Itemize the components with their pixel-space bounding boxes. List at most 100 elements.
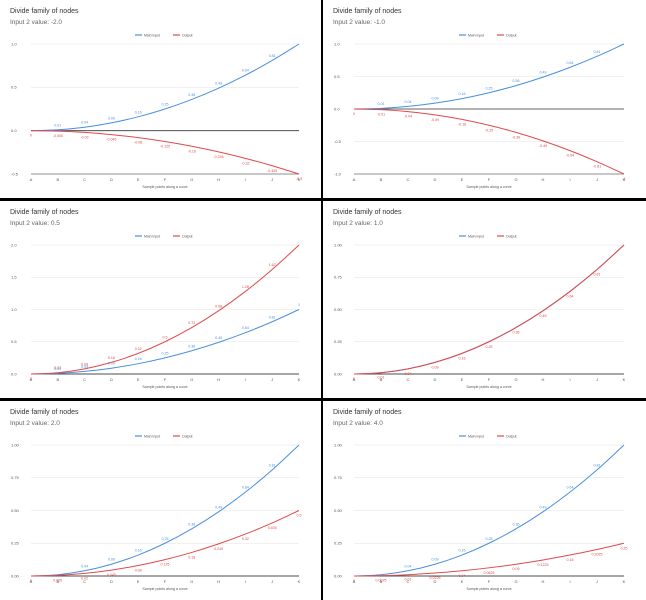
x-tick-label: G [190,377,193,382]
data-label: -0.04 [404,115,412,119]
chart-panel: Divide family of nodes Input 2 value: -1… [323,0,646,198]
y-tick-label: 0.00 [334,371,343,376]
legend-label: Output [182,434,193,438]
x-tick-label: F [488,177,491,182]
x-tick-label: J [596,579,598,584]
x-tick-label: D [110,177,113,182]
data-label: 0.405 [268,526,277,530]
data-label: 0.0225 [430,576,441,580]
data-label: 0.36 [513,522,520,526]
data-label: 0.09 [513,567,520,571]
x-axis-title: Sample points along a curve [466,385,511,389]
y-tick-label: 0.0 [11,371,17,376]
x-tick-label: C [407,177,410,182]
x-tick-label: I [245,377,246,382]
data-label: -0.25 [485,128,493,132]
series-line [353,108,625,175]
panel-subtitle: Input 2 value: -1.0 [333,19,386,26]
data-label: 0.36 [513,79,520,83]
data-label: -0.045 [106,138,116,142]
data-label: 0.125 [161,563,170,567]
data-label: -0.01 [377,113,385,117]
x-tick-label: G [514,377,517,382]
x-tick-label: A [353,177,356,182]
legend-label: Output [506,234,517,238]
panel-title: Divide family of nodes [10,8,79,15]
data-label: -0.16 [458,122,466,126]
data-label: 0.0625 [484,571,495,575]
data-label: -0.32 [241,161,249,165]
y-tick-label: 0.5 [11,85,17,90]
data-label: 0.25 [162,351,169,355]
x-tick-label: K [623,579,626,584]
y-tick-label: 0.25 [11,541,20,546]
data-label: 0.09 [432,365,439,369]
data-label: 0.25 [621,546,628,550]
x-tick-label: F [164,377,167,382]
data-label: 0.04 [81,121,88,125]
data-label: 0.25 [162,537,169,541]
x-tick-label: D [434,579,437,584]
x-tick-label: K [298,177,301,182]
x-tick-label: K [623,377,626,382]
data-label: 0.49 [215,505,222,509]
y-tick-label: 1.0 [11,41,17,46]
y-tick-label: 1.00 [334,442,343,447]
x-tick-label: B [56,579,59,584]
data-label: 0.25 [486,537,493,541]
y-tick-label: 0.00 [334,573,343,578]
data-label: 0.64 [242,69,249,73]
data-label: 0.49 [215,82,222,86]
data-label: 0.32 [135,347,142,351]
x-tick-label: I [245,177,246,182]
x-tick-label: F [488,579,491,584]
chart-panel: Divide family of nodes Input 2 value: -2… [0,0,321,198]
x-tick-label: A [30,579,33,584]
y-tick-label: 0.75 [11,475,20,480]
data-label: 0 [353,112,355,116]
x-tick-label: F [164,579,167,584]
data-label: 0.5 [163,335,168,339]
series-line [30,130,300,175]
data-label: 0.32 [242,537,249,541]
x-tick-label: J [596,177,598,182]
data-label: 1.28 [242,285,249,289]
legend-label: Output [182,33,193,37]
data-label: 0.16 [135,549,142,553]
data-label: 0.49 [540,71,547,75]
panel-title: Divide family of nodes [10,409,79,416]
legend-label: Main input [468,434,484,438]
y-tick-label: 0.0 [11,128,17,133]
data-label: 0.49 [540,505,547,509]
data-label: 0.04 [405,564,412,568]
x-tick-label: E [137,377,140,382]
line-chart: Main input Output 0.0 0.5 1.0 1.5 2.0 A B C D E F G H I… [11,234,301,389]
panel-subtitle: Input 2 value: 1.0 [333,220,383,227]
x-tick-label: A [353,579,356,584]
series-line [353,43,625,110]
data-label: 0.25 [486,86,493,90]
data-label: 0.04 [81,564,88,568]
data-label: 0.01 [54,367,61,371]
chart-panel: Divide family of nodes Input 2 value: 0.… [0,201,321,398]
x-tick-label: C [83,579,86,584]
y-tick-label: 0.00 [11,573,20,578]
series-line [353,244,625,375]
data-label: 0.36 [188,522,195,526]
data-label: 0.01 [378,376,385,380]
legend-label: Main input [144,234,160,238]
x-axis-title: Sample points along a curve [466,185,511,189]
data-label: -0.5 [296,177,302,181]
x-tick-label: E [137,579,140,584]
x-tick-label: J [271,177,273,182]
data-label: 1.62 [269,263,276,267]
data-label: 0.81 [594,463,601,467]
data-label: 0.04 [81,365,88,369]
x-tick-label: B [56,177,59,182]
chart-panel: Divide family of nodes Input 2 value: 1.… [323,201,646,398]
data-label: 0.25 [486,345,493,349]
series-line [30,444,300,577]
x-axis-title: Sample points along a curve [142,587,187,591]
data-label: 0.16 [459,549,466,553]
